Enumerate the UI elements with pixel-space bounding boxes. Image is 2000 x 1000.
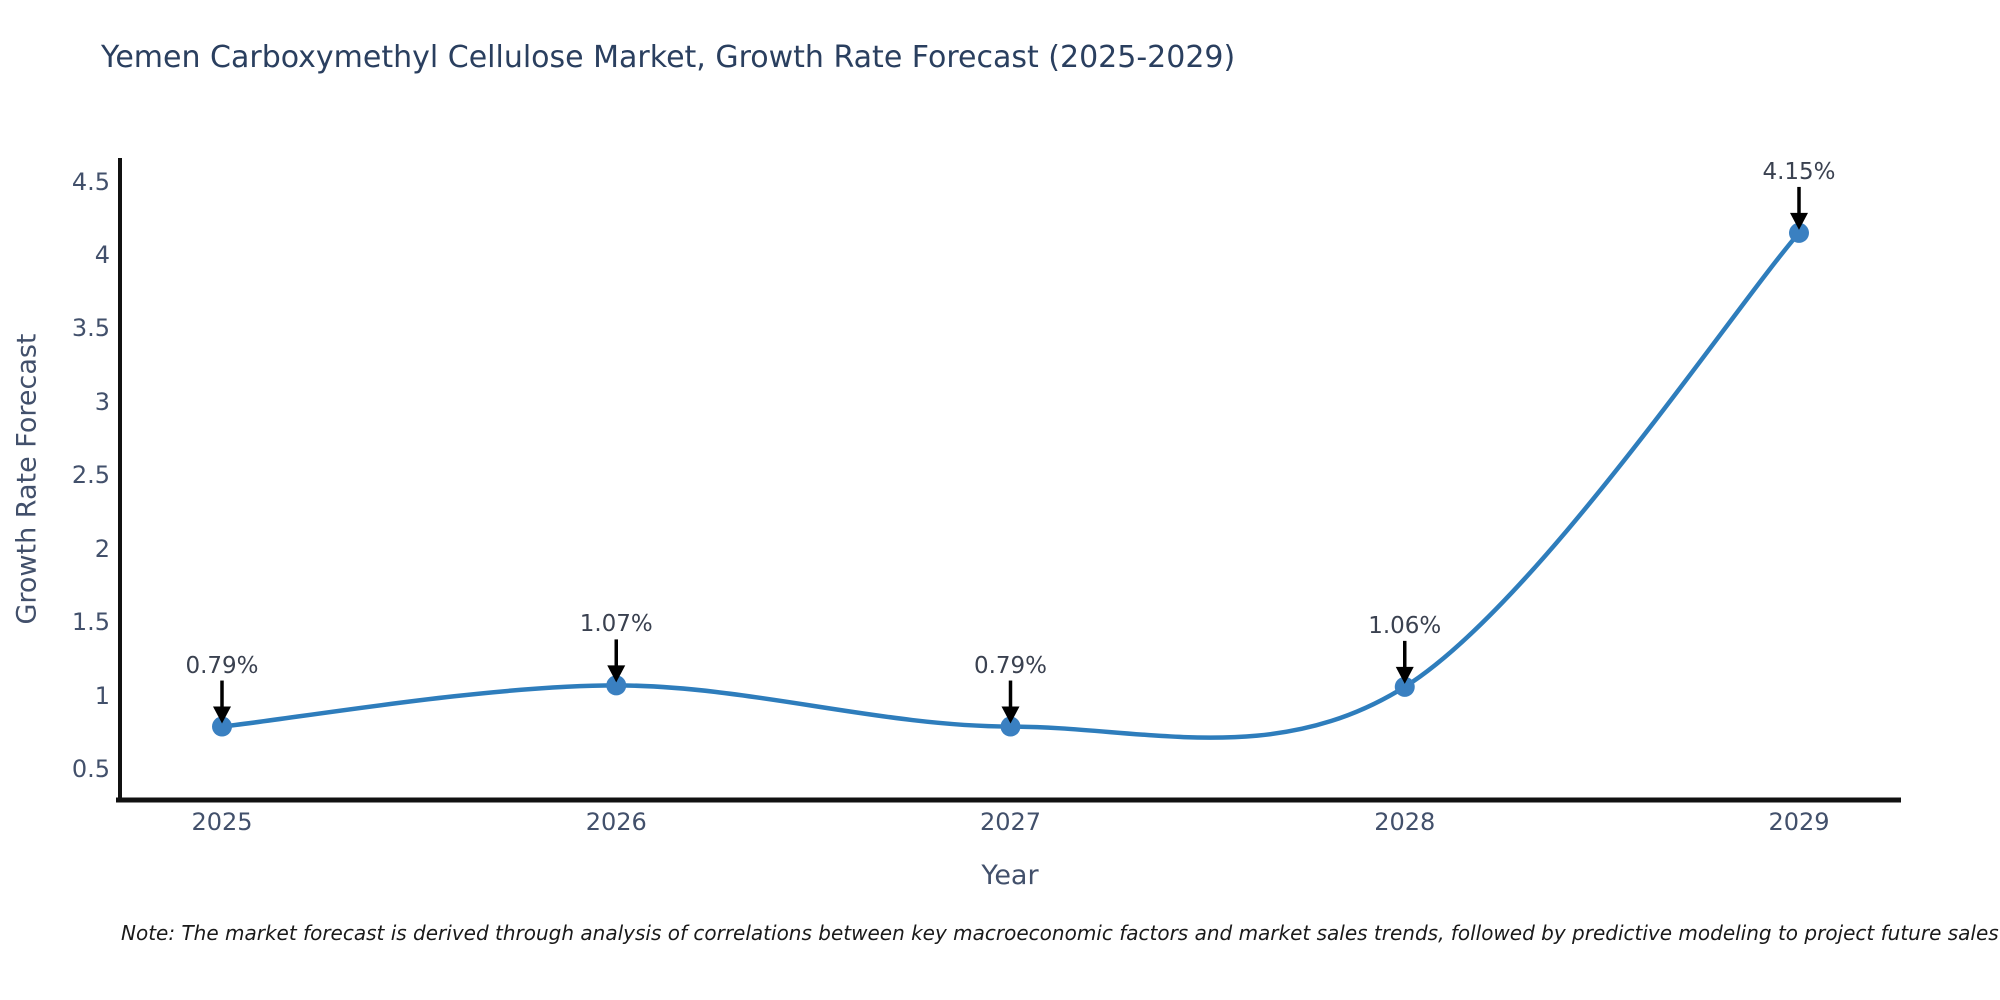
data-point-label-2027: 0.79% xyxy=(973,652,1048,679)
x-tick-label-2028: 2028 xyxy=(1374,808,1436,836)
x-tick-label-2027: 2027 xyxy=(979,808,1042,836)
data-point-label-2028: 1.06% xyxy=(1368,612,1442,639)
x-tick-label-2029: 2029 xyxy=(1768,808,1830,836)
y-tick-label-3.5: 3.5 xyxy=(71,314,110,343)
y-tick-label-2: 2 xyxy=(94,534,110,563)
data-point-label-2029: 4.15% xyxy=(1762,158,1836,185)
growth-rate-spline xyxy=(219,230,1802,740)
footnote: Note: The market forecast is derived thr… xyxy=(121,921,1999,945)
data-point-label-2026: 1.07% xyxy=(579,611,653,638)
data-point-label-2025: 0.79% xyxy=(185,652,259,679)
annotation-arrow-head xyxy=(1395,666,1414,684)
y-tick-label-2.5: 2.5 xyxy=(71,461,110,490)
y-tick-label-3: 3 xyxy=(94,387,110,416)
data-point-marker-2026 xyxy=(606,675,627,696)
y-tick-label-1.5: 1.5 xyxy=(71,608,110,637)
chart-title: Yemen Carboxymethyl Cellulose Market, Gr… xyxy=(101,40,1236,75)
data-point-marker-2029 xyxy=(1789,222,1809,243)
x-tick-label-2025: 2025 xyxy=(191,808,253,836)
y-tick-label-4.5: 4.5 xyxy=(71,167,110,196)
annotation-arrow-head xyxy=(213,706,231,724)
y-tick-label-0.5: 0.5 xyxy=(71,755,110,784)
y-tick-label-4: 4 xyxy=(94,240,110,269)
annotation-arrow-head xyxy=(1790,212,1808,230)
data-point-marker-2027 xyxy=(1000,716,1021,737)
data-point-marker-2025 xyxy=(212,716,232,737)
y-tick-label-1: 1 xyxy=(94,681,110,710)
data-point-marker-2028 xyxy=(1394,676,1415,697)
annotation-arrow-head xyxy=(1001,706,1020,724)
x-tick-label-2026: 2026 xyxy=(585,808,647,836)
x-axis-title: Year xyxy=(981,860,1039,891)
annotation-arrow-head xyxy=(607,665,626,683)
